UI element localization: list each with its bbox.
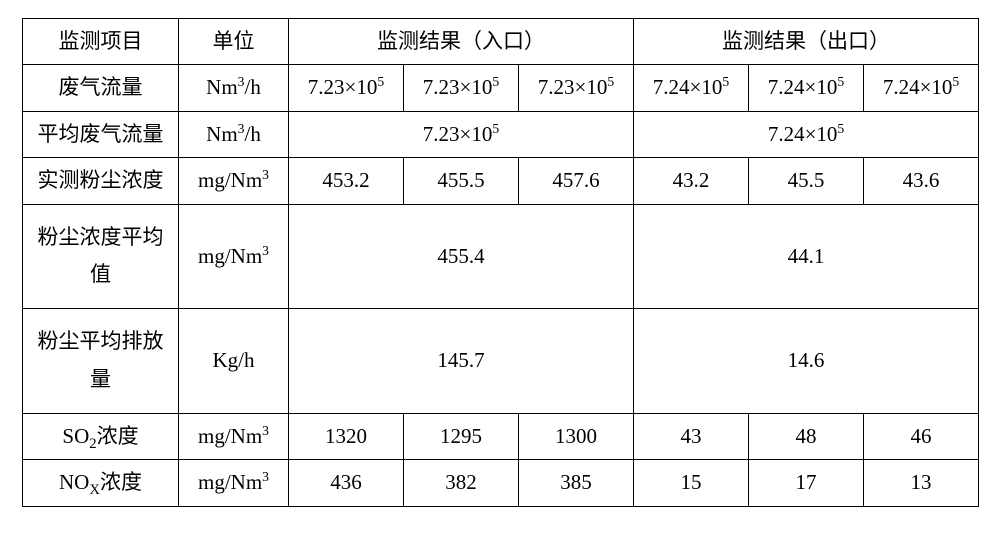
row-unit: mg/Nm3 [179,204,289,309]
col-header-item: 监测项目 [23,19,179,65]
col-header-unit: 单位 [179,19,289,65]
cell-inlet: 1300 [519,413,634,459]
table-header-row: 监测项目 单位 监测结果（入口） 监测结果（出口） [23,19,979,65]
cell-inlet: 453.2 [289,158,404,204]
cell-outlet: 43 [634,413,749,459]
table-row: 平均废气流量 Nm3/h 7.23×105 7.24×105 [23,111,979,157]
table-row: SO2浓度 mg/Nm3 1320 1295 1300 43 48 46 [23,413,979,459]
cell-outlet: 43.2 [634,158,749,204]
row-unit: Nm3/h [179,111,289,157]
row-label: 废气流量 [23,65,179,111]
row-unit: mg/Nm3 [179,413,289,459]
table-row: NOX浓度 mg/Nm3 436 382 385 15 17 13 [23,460,979,506]
cell-inlet: 1320 [289,413,404,459]
cell-outlet: 7.24×105 [749,65,864,111]
cell-outlet: 43.6 [864,158,979,204]
cell-outlet: 7.24×105 [634,65,749,111]
cell-outlet-avg: 7.24×105 [634,111,979,157]
cell-outlet: 46 [864,413,979,459]
monitoring-results-table: 监测项目 单位 监测结果（入口） 监测结果（出口） 废气流量 Nm3/h 7.2… [22,18,979,507]
row-label: NOX浓度 [23,460,179,506]
cell-inlet: 457.6 [519,158,634,204]
row-unit: Kg/h [179,309,289,414]
row-label: 粉尘平均排放量 [23,309,179,414]
table-row: 粉尘浓度平均值 mg/Nm3 455.4 44.1 [23,204,979,309]
cell-inlet: 7.23×105 [519,65,634,111]
row-unit: mg/Nm3 [179,158,289,204]
cell-inlet-avg: 455.4 [289,204,634,309]
cell-inlet-avg: 145.7 [289,309,634,414]
col-header-outlet: 监测结果（出口） [634,19,979,65]
table-row: 粉尘平均排放量 Kg/h 145.7 14.6 [23,309,979,414]
cell-inlet: 385 [519,460,634,506]
row-unit: Nm3/h [179,65,289,111]
cell-inlet: 1295 [404,413,519,459]
cell-outlet: 7.24×105 [864,65,979,111]
table-row: 实测粉尘浓度 mg/Nm3 453.2 455.5 457.6 43.2 45.… [23,158,979,204]
cell-outlet-avg: 44.1 [634,204,979,309]
cell-outlet: 15 [634,460,749,506]
cell-outlet: 45.5 [749,158,864,204]
row-label: 平均废气流量 [23,111,179,157]
cell-outlet-avg: 14.6 [634,309,979,414]
row-label: SO2浓度 [23,413,179,459]
cell-outlet: 13 [864,460,979,506]
table-row: 废气流量 Nm3/h 7.23×105 7.23×105 7.23×105 7.… [23,65,979,111]
row-label: 粉尘浓度平均值 [23,204,179,309]
row-label: 实测粉尘浓度 [23,158,179,204]
cell-inlet-avg: 7.23×105 [289,111,634,157]
cell-outlet: 17 [749,460,864,506]
cell-inlet: 455.5 [404,158,519,204]
cell-inlet: 7.23×105 [404,65,519,111]
cell-inlet: 436 [289,460,404,506]
cell-outlet: 48 [749,413,864,459]
cell-inlet: 7.23×105 [289,65,404,111]
cell-inlet: 382 [404,460,519,506]
col-header-inlet: 监测结果（入口） [289,19,634,65]
row-unit: mg/Nm3 [179,460,289,506]
